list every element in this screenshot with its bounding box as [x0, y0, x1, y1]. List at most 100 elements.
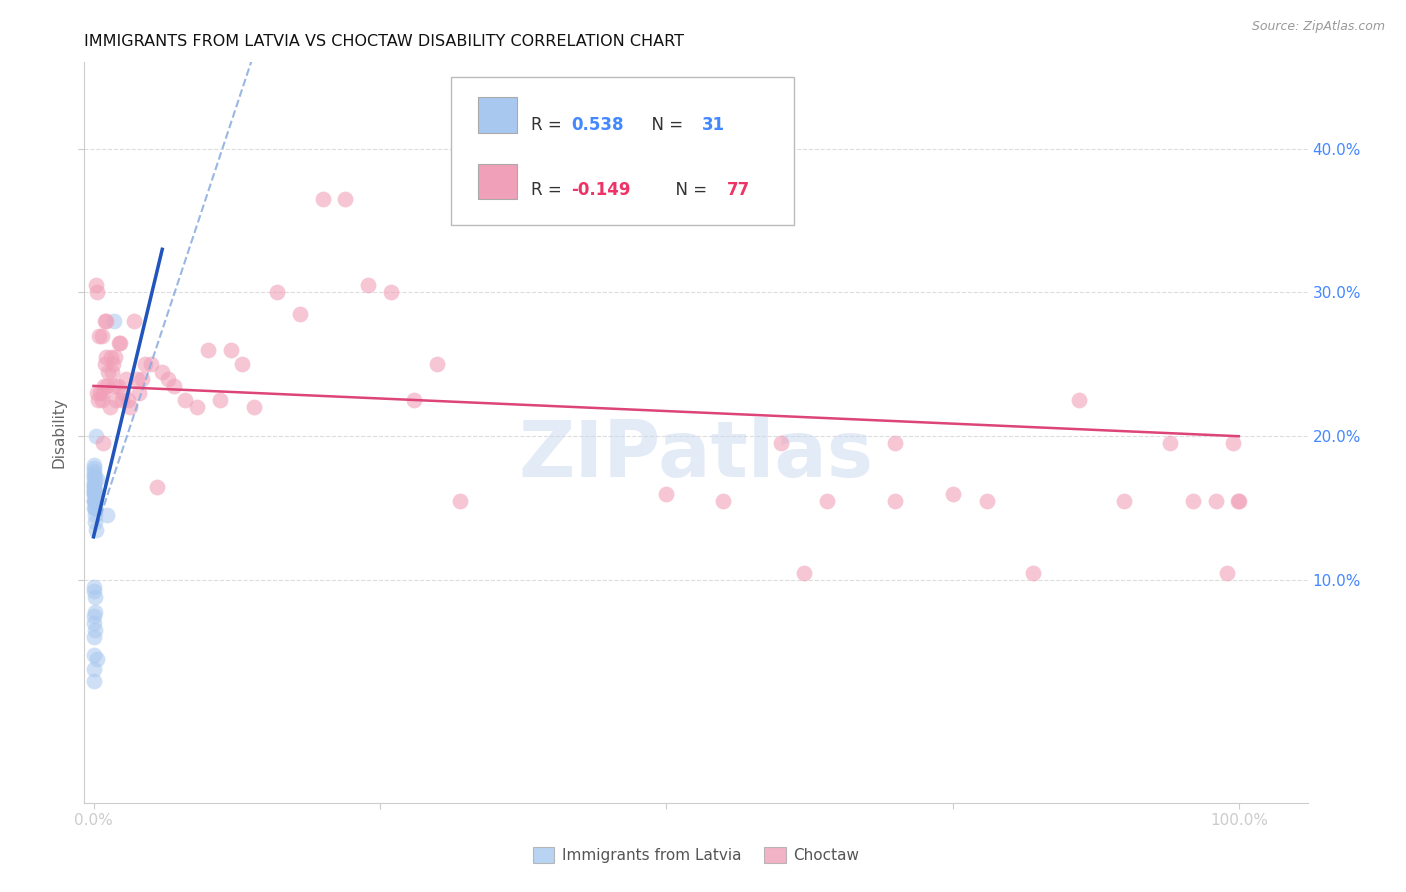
Point	[97, 365, 120, 379]
Point	[83, 472, 105, 486]
Point	[219, 343, 242, 357]
Point	[941, 486, 963, 500]
Point	[83, 584, 105, 599]
Point	[1021, 566, 1043, 580]
Point	[83, 580, 105, 594]
Point	[139, 357, 162, 371]
Point	[94, 350, 117, 364]
Point	[100, 350, 122, 364]
Point	[311, 192, 333, 206]
Point	[83, 608, 105, 623]
Point	[1216, 566, 1239, 580]
FancyBboxPatch shape	[478, 164, 517, 200]
Point	[86, 486, 108, 500]
Text: N =: N =	[641, 116, 689, 134]
Point	[108, 335, 131, 350]
Point	[105, 393, 128, 408]
Point	[93, 379, 115, 393]
Point	[288, 307, 311, 321]
Point	[404, 393, 426, 408]
Point	[426, 357, 449, 371]
Point	[884, 494, 907, 508]
Point	[83, 501, 105, 516]
Point	[83, 469, 105, 483]
Point	[449, 494, 471, 508]
Point	[104, 350, 127, 364]
Point	[128, 386, 150, 401]
Text: Source: ZipAtlas.com: Source: ZipAtlas.com	[1251, 20, 1385, 33]
Point	[86, 472, 108, 486]
Point	[83, 483, 105, 498]
Point	[83, 494, 105, 508]
Point	[86, 285, 108, 300]
Point	[186, 401, 208, 415]
Point	[134, 357, 156, 371]
Point	[655, 486, 678, 500]
Point	[107, 335, 129, 350]
Point	[94, 314, 117, 328]
Point	[1222, 436, 1244, 450]
Point	[111, 393, 134, 408]
FancyBboxPatch shape	[451, 78, 794, 226]
FancyBboxPatch shape	[478, 97, 517, 133]
Point	[84, 278, 107, 293]
Point	[117, 393, 139, 408]
Text: 77: 77	[727, 181, 749, 199]
Legend: Immigrants from Latvia, Choctaw: Immigrants from Latvia, Choctaw	[527, 841, 865, 869]
Point	[83, 476, 105, 491]
Point	[94, 357, 117, 371]
Point	[91, 436, 114, 450]
Point	[83, 631, 105, 645]
Point	[101, 357, 124, 371]
Point	[96, 508, 118, 523]
Point	[83, 483, 105, 498]
Point	[94, 314, 117, 328]
Point	[122, 314, 145, 328]
Text: 0.538: 0.538	[571, 116, 624, 134]
Point	[976, 494, 998, 508]
Point	[163, 379, 186, 393]
Point	[83, 508, 105, 523]
Point	[713, 494, 735, 508]
Point	[174, 393, 197, 408]
Point	[120, 401, 142, 415]
Point	[103, 314, 125, 328]
Point	[335, 192, 357, 206]
Text: R =: R =	[531, 116, 567, 134]
Point	[231, 357, 253, 371]
Point	[83, 624, 105, 638]
Point	[83, 501, 105, 516]
Point	[114, 372, 136, 386]
Point	[83, 460, 105, 475]
Point	[208, 393, 231, 408]
Point	[1159, 436, 1181, 450]
Point	[86, 652, 108, 666]
Point	[83, 476, 105, 491]
Point	[84, 523, 107, 537]
Text: 31: 31	[702, 116, 725, 134]
Point	[83, 516, 105, 530]
Point	[156, 372, 179, 386]
Point	[793, 566, 815, 580]
Point	[90, 393, 112, 408]
Point	[125, 372, 148, 386]
Point	[89, 328, 111, 343]
Point	[83, 648, 105, 662]
Point	[1067, 393, 1090, 408]
Text: ZIPatlas: ZIPatlas	[519, 417, 873, 493]
Point	[150, 365, 173, 379]
Point	[1182, 494, 1205, 508]
Point	[131, 372, 153, 386]
Text: -0.149: -0.149	[571, 181, 631, 199]
Point	[83, 486, 105, 500]
Point	[83, 458, 105, 472]
Point	[83, 464, 105, 478]
Point	[1226, 494, 1249, 508]
Point	[86, 386, 108, 401]
Point	[91, 386, 114, 401]
Point	[87, 393, 110, 408]
Point	[83, 467, 105, 481]
Point	[83, 662, 105, 676]
Point	[769, 436, 792, 450]
Point	[96, 379, 118, 393]
